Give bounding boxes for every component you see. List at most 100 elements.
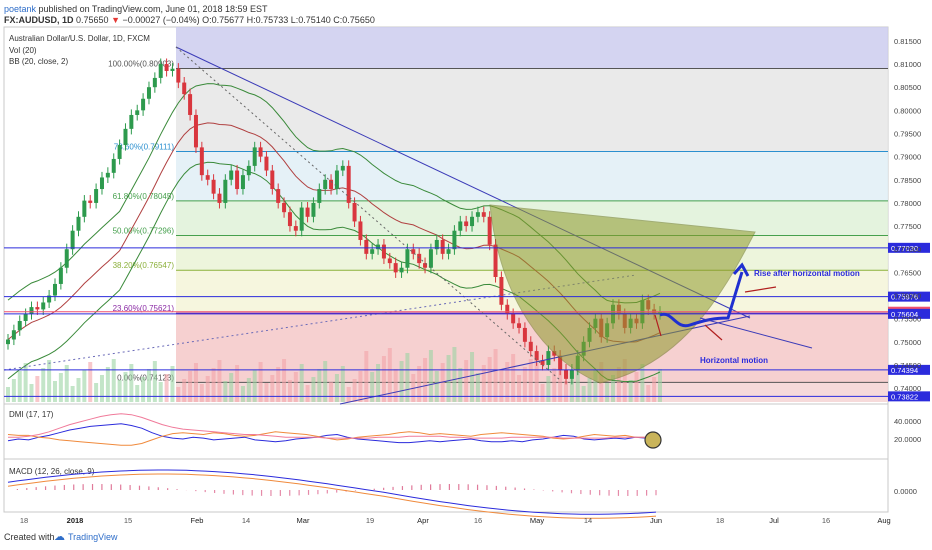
volume-bar [70, 386, 75, 402]
candle-body [446, 249, 451, 254]
change-arrow-icon: ▼ [111, 15, 121, 25]
candle-body [493, 244, 498, 277]
price-tag-label: 0.73822 [891, 392, 918, 401]
volume-bar [176, 387, 181, 402]
candle-body [346, 165, 351, 203]
forecast-path [659, 271, 744, 328]
candle-body [64, 249, 69, 268]
fib-band [176, 68, 888, 152]
volume-bar [129, 364, 134, 402]
candle-body [540, 360, 545, 365]
candle-body [558, 355, 563, 370]
volume-bar [205, 376, 210, 402]
volume-bar [99, 375, 104, 402]
price-tag [888, 242, 930, 253]
candle-body [70, 230, 75, 250]
red-arrow [704, 324, 723, 341]
candle-body [23, 314, 28, 321]
volume-bar [123, 372, 128, 402]
volume-bar [170, 366, 175, 402]
symbol: FX:AUDUSD, 1D [4, 15, 74, 25]
volume-bar [329, 382, 334, 402]
candle-body [152, 77, 157, 88]
y-tick-label: 0.81500 [894, 37, 921, 46]
volume-bar [634, 372, 639, 402]
macd-tick: 0.0000 [894, 487, 917, 496]
candle-body [305, 207, 310, 217]
x-tick-label: 19 [366, 516, 374, 525]
candle-body [458, 221, 463, 231]
volume-bar [658, 369, 662, 402]
x-tick-label: Mar [297, 516, 310, 525]
volume-bar [364, 351, 369, 402]
volume-bar [522, 367, 527, 402]
volume-bar [11, 379, 16, 402]
candle-body [158, 64, 163, 78]
fib-label: 100.00%(0.80903) [108, 60, 174, 69]
y-tick-label: 0.77000 [894, 245, 921, 254]
candle-body [499, 277, 504, 305]
red-arrow [744, 286, 777, 293]
candle-body [399, 267, 404, 273]
candle-body [94, 189, 99, 203]
candle-body [176, 68, 181, 83]
volume-bar [446, 355, 451, 402]
volume-bar [346, 387, 351, 402]
macd-line [7, 469, 657, 515]
fib-band [176, 27, 888, 69]
fib-label: 23.60%(0.75621) [113, 304, 175, 313]
volume-bar [628, 380, 633, 402]
indicator-label: Vol (20) [9, 46, 37, 55]
published-text: published on TradingView.com, June 01, 2… [38, 4, 268, 14]
volume-bar [276, 367, 281, 402]
candle-body [235, 170, 240, 190]
candle-body [334, 170, 339, 190]
volume-bar [393, 369, 398, 402]
volume-bar [23, 363, 28, 402]
volume-bar [211, 368, 216, 402]
candle-body [146, 87, 151, 99]
candle-body [317, 189, 322, 203]
red-arrow [654, 314, 662, 337]
volume-bar [135, 385, 140, 402]
fib-band [176, 151, 888, 201]
volume-bar [370, 372, 375, 402]
volume-bar [358, 371, 363, 402]
volume-bar [593, 370, 598, 402]
candle-body [99, 177, 104, 190]
x-tick-label: 14 [242, 516, 250, 525]
volume-bar [52, 381, 57, 402]
volume-bar [240, 386, 245, 402]
price-tag-label: 0.74394 [891, 366, 918, 375]
volume-bar [440, 363, 445, 402]
volume-bar [505, 362, 510, 402]
highlight-circle-icon [644, 431, 662, 449]
volume-bar [111, 359, 116, 402]
footer-created-with: Created with [4, 532, 55, 542]
volume-bar [199, 384, 204, 402]
candle-body [270, 170, 275, 190]
dmi-series-line [7, 423, 657, 444]
volume-bar [164, 374, 169, 402]
candle-body [35, 307, 40, 310]
tradingview-cloud-icon: ☁ [54, 531, 65, 543]
candle-body [440, 239, 445, 254]
volume-bar [334, 374, 339, 402]
candle-body [229, 170, 234, 180]
candle-body [193, 114, 198, 148]
volume-bar [575, 365, 580, 402]
candle-body [17, 320, 22, 331]
tradingview-brand-link[interactable]: TradingView [68, 532, 118, 542]
candle-body [387, 258, 392, 264]
macd-label: MACD (12, 26, close, 9) [9, 467, 95, 476]
volume-bar [558, 360, 563, 402]
y-tick-label: 0.76000 [894, 292, 921, 301]
volume-bar [317, 369, 322, 402]
high-value: H:0.75733 [246, 15, 289, 25]
author-link[interactable]: poetank [4, 4, 37, 14]
candle-body [282, 202, 287, 213]
volume-bar [546, 376, 551, 402]
symbol-line: FX:AUDUSD, 1D 0.75650 ▼ −0.00027 (−0.04%… [4, 15, 375, 25]
volume-bar [76, 378, 81, 402]
